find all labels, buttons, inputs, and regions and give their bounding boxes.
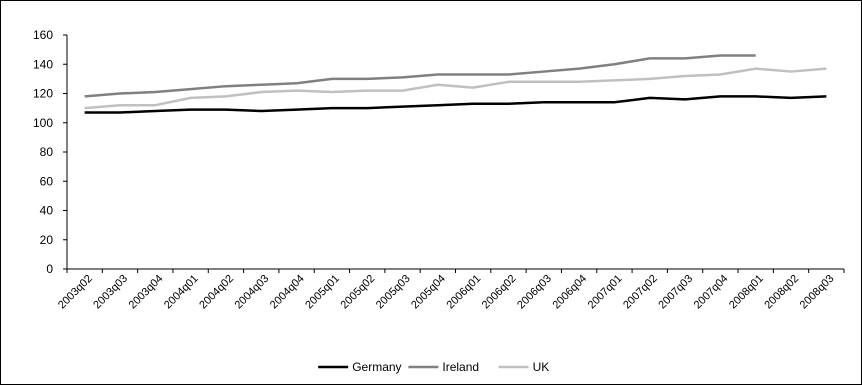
x-tick-label: 2006q01 — [445, 273, 484, 312]
legend: Germany Ireland UK — [318, 360, 549, 374]
x-tick-label: 2003q03 — [91, 273, 130, 312]
x-tick-label: 2008q02 — [762, 273, 801, 312]
x-tick-label: 2003q02 — [56, 273, 95, 312]
x-tick-label: 2007q02 — [621, 273, 660, 312]
legend-item-uk: UK — [498, 360, 550, 374]
x-tick-label: 2004q02 — [197, 273, 236, 312]
y-tick-label: 0 — [46, 262, 53, 276]
x-tick-label: 2005q03 — [374, 273, 413, 312]
x-tick-label: 2006q04 — [550, 273, 589, 312]
x-tick-label: 2003q04 — [127, 273, 166, 312]
y-tick-label: 100 — [33, 116, 53, 130]
y-tick-label: 60 — [40, 174, 54, 188]
x-tick-label: 2007q03 — [656, 273, 695, 312]
series-line-uk — [84, 67, 827, 110]
x-tick-label: 2007q01 — [586, 273, 625, 312]
x-tick-label: 2004q01 — [162, 273, 201, 312]
series-line-germany — [84, 95, 827, 114]
y-tick-label: 120 — [33, 87, 53, 101]
legend-label: Germany — [352, 360, 401, 374]
x-tick-label: 2008q01 — [727, 273, 766, 312]
legend-item-germany: Germany — [318, 360, 402, 374]
y-tick-label: 20 — [40, 233, 54, 247]
y-axis: 0 20 40 60 80 100 120 140 160 — [33, 28, 68, 276]
legend-label: UK — [533, 360, 550, 374]
series-line-ireland — [84, 54, 756, 98]
x-tick-label: 2008q03 — [798, 273, 837, 312]
x-axis: 2003q022003q032003q042004q012004q022004q… — [56, 268, 845, 312]
x-tick-label: 2005q02 — [339, 273, 378, 312]
x-tick-label: 2007q04 — [692, 273, 731, 312]
x-tick-label: 2006q03 — [515, 273, 554, 312]
y-tick-label: 40 — [40, 204, 54, 218]
series-lines — [84, 54, 827, 114]
y-tick-label: 140 — [33, 57, 53, 71]
x-tick-label: 2004q04 — [268, 273, 307, 312]
y-tick-label: 80 — [40, 145, 54, 159]
y-tick-label: 160 — [33, 28, 53, 42]
x-tick-label: 2006q02 — [480, 273, 519, 312]
x-tick-label: 2004q03 — [233, 273, 272, 312]
legend-label: Ireland — [442, 360, 479, 374]
legend-item-ireland: Ireland — [408, 360, 479, 374]
x-tick-label: 2005q01 — [303, 273, 342, 312]
x-tick-label: 2005q04 — [409, 273, 448, 312]
